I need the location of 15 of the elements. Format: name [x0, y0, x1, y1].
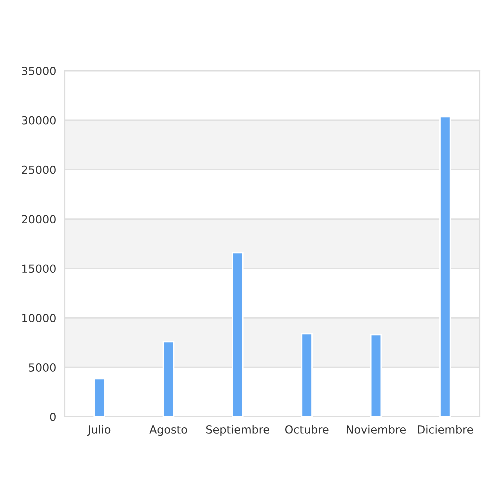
x-tick-label: Diciembre — [418, 425, 474, 434]
y-tick-label: 35000 — [22, 66, 56, 76]
y-tick-label: 5000 — [29, 364, 56, 372]
x-tick-label: Noviembre — [347, 425, 406, 434]
y-tick-label: 30000 — [22, 116, 56, 125]
x-tick-label: Julio — [87, 425, 111, 436]
x-tick-label: Septiembre — [206, 425, 270, 436]
bar — [94, 378, 106, 417]
y-tick-label: 10000 — [22, 314, 56, 323]
y-tick-label: 20000 — [22, 215, 56, 224]
x-tick-label: Agosto — [150, 426, 188, 436]
y-tick-label: 25000 — [22, 166, 56, 174]
y-tick-label: 0 — [50, 412, 56, 422]
x-tick-label: Octubre — [285, 425, 329, 434]
y-tick-label: 15000 — [22, 264, 56, 274]
